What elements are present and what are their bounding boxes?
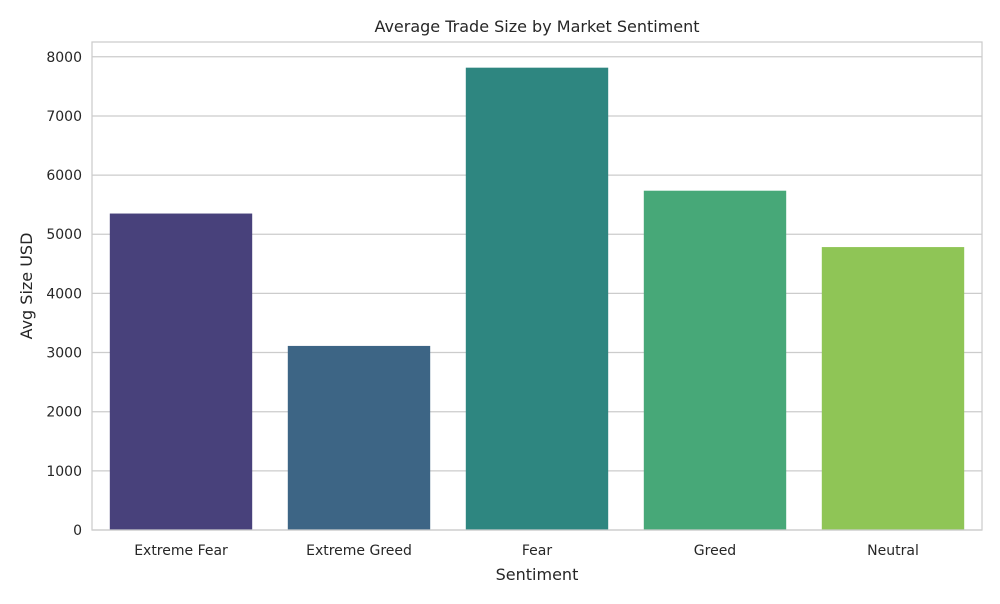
y-tick-label: 5000	[46, 227, 82, 243]
y-tick-label: 0	[73, 523, 82, 539]
bar	[109, 213, 253, 530]
x-axis-label: Sentiment	[496, 565, 579, 584]
x-tick-label: Fear	[522, 543, 552, 559]
x-tick-label: Extreme Greed	[306, 543, 412, 559]
y-tick-label: 1000	[46, 464, 82, 480]
y-tick-label: 2000	[46, 405, 82, 421]
bar	[465, 67, 609, 531]
bar	[643, 190, 787, 530]
y-tick-label: 6000	[46, 168, 82, 184]
x-tick-label: Greed	[694, 543, 736, 559]
x-tick-label: Extreme Fear	[134, 543, 228, 559]
y-tick-label: 3000	[46, 346, 82, 362]
y-axis-label: Avg Size USD	[17, 233, 36, 340]
y-tick-label: 4000	[46, 286, 82, 302]
y-tick-label: 8000	[46, 50, 82, 66]
bar	[821, 247, 965, 530]
bars	[109, 67, 965, 531]
plot-frame	[91, 41, 983, 531]
x-tick-labels: Extreme Fear Extreme Greed Fear Greed Neutra…	[134, 543, 919, 559]
y-tick-labels: 0 1000 2000 3000 4000 5000 6000 7000 8000	[46, 50, 82, 539]
bar	[287, 345, 431, 530]
chart-title: Average Trade Size by Market Sentiment	[374, 17, 699, 36]
x-tick-label: Neutral	[867, 543, 919, 559]
y-tick-label: 7000	[46, 109, 82, 125]
